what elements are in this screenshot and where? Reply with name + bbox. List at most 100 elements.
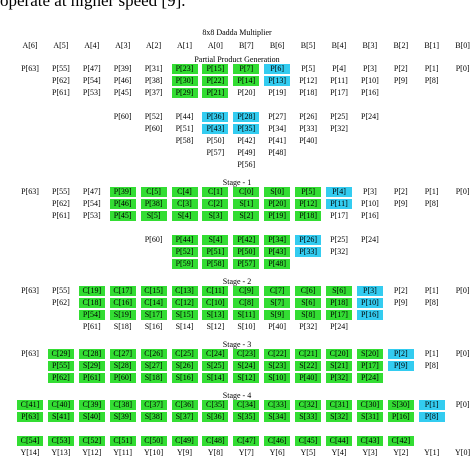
product-term: P[35] xyxy=(233,124,260,134)
product-term: S[0] xyxy=(264,187,291,197)
product-term: P[53] xyxy=(82,211,101,220)
product-term: P[54] xyxy=(78,310,105,320)
product-term: C[1] xyxy=(202,187,229,197)
product-term: P[42] xyxy=(233,235,260,245)
product-term: P[25] xyxy=(330,235,348,244)
product-term: Y[10] xyxy=(144,448,164,457)
product-term: P[33] xyxy=(299,124,317,133)
product-term: P[1] xyxy=(424,64,439,73)
column-header: A[1] xyxy=(176,41,193,50)
product-term: C[31] xyxy=(326,400,352,410)
product-term: P[38] xyxy=(144,76,163,85)
product-term: P[17] xyxy=(326,310,352,320)
column-header: A[0] xyxy=(207,41,223,50)
product-term: P[43] xyxy=(202,124,229,134)
product-term: P[9] xyxy=(393,199,408,208)
product-term: S[36] xyxy=(202,412,229,422)
product-term: P[40] xyxy=(299,136,317,145)
product-term: P[51] xyxy=(202,247,229,257)
product-term: P[24] xyxy=(361,235,379,244)
product-term: C[39] xyxy=(78,400,105,410)
product-term: P[57] xyxy=(206,148,225,157)
product-term: S[7] xyxy=(264,298,291,308)
product-term: P[16] xyxy=(387,412,414,422)
product-term: C[9] xyxy=(233,286,260,296)
product-term: P[18] xyxy=(299,88,317,97)
product-term: S[35] xyxy=(233,412,260,422)
product-term: P[63] xyxy=(17,412,43,422)
product-term: C[26] xyxy=(140,349,167,359)
product-term: P[61] xyxy=(78,373,105,383)
column-header: B[0] xyxy=(455,41,470,50)
product-term: C[14] xyxy=(140,298,167,308)
product-term: P[54] xyxy=(82,76,101,85)
product-term: P[28] xyxy=(233,112,260,122)
product-term: P[26] xyxy=(299,112,317,121)
product-term: P[62] xyxy=(52,76,70,85)
body-text: operate at higher speed [9]. xyxy=(0,0,186,10)
product-term: P[33] xyxy=(295,247,322,257)
product-term: Y[5] xyxy=(300,448,316,457)
product-term: P[56] xyxy=(237,160,256,169)
column-header: A[5] xyxy=(53,41,69,50)
product-term: S[14] xyxy=(175,322,194,331)
product-term: P[5] xyxy=(301,64,315,73)
product-term: C[30] xyxy=(356,400,383,410)
product-term: P[8] xyxy=(424,199,439,208)
product-term: S[5] xyxy=(140,211,167,221)
product-term: P[9] xyxy=(393,76,408,85)
product-term: C[17] xyxy=(109,286,136,296)
product-term: P[49] xyxy=(237,148,256,157)
product-term: P[54] xyxy=(82,199,101,208)
column-header: B[5] xyxy=(300,41,316,50)
product-term: P[60] xyxy=(113,112,132,121)
product-term: P[36] xyxy=(202,112,229,122)
product-term: C[21] xyxy=(295,349,322,359)
product-term: C[51] xyxy=(109,436,136,446)
product-term: P[62] xyxy=(52,298,70,307)
product-term: P[50] xyxy=(206,136,225,145)
product-term: C[44] xyxy=(326,436,352,446)
product-term: P[23] xyxy=(171,64,198,74)
product-term: S[31] xyxy=(356,412,383,422)
column-header: B[1] xyxy=(424,41,440,50)
product-term: P[8] xyxy=(424,361,439,370)
product-term: P[32] xyxy=(299,322,317,331)
figure-title: 8x8 Dadda Multiplier xyxy=(202,28,272,37)
product-term: P[60] xyxy=(144,235,163,244)
product-term: S[15] xyxy=(171,310,198,320)
product-term: P[17] xyxy=(330,88,348,97)
product-term: C[48] xyxy=(202,436,229,446)
product-term: P[62] xyxy=(52,199,70,208)
product-term: P[48] xyxy=(268,148,287,157)
product-term: Y[9] xyxy=(176,448,193,457)
column-header: A[3] xyxy=(115,41,131,50)
product-term: Y[4] xyxy=(331,448,347,457)
product-term: S[26] xyxy=(171,361,198,371)
product-term: P[3] xyxy=(363,64,377,73)
product-term: S[6] xyxy=(326,286,352,296)
product-term: C[3] xyxy=(171,199,198,209)
product-term: P[39] xyxy=(109,187,136,197)
column-header: B[7] xyxy=(238,41,254,50)
product-term: C[49] xyxy=(171,436,198,446)
column-header: A[2] xyxy=(146,41,162,50)
product-term: P[1] xyxy=(418,400,445,410)
product-term: P[34] xyxy=(264,235,291,245)
product-term: P[58] xyxy=(202,259,229,269)
product-term: C[6] xyxy=(295,286,322,296)
product-term: S[18] xyxy=(140,373,167,383)
column-header: A[4] xyxy=(84,41,100,50)
product-term: Y[14] xyxy=(20,448,40,457)
product-term: P[8] xyxy=(418,412,445,422)
product-term: S[27] xyxy=(140,361,167,371)
product-term: P[24] xyxy=(361,112,379,121)
product-term: Y[13] xyxy=(51,448,71,457)
product-term: P[42] xyxy=(237,136,256,145)
product-term: Y[7] xyxy=(238,448,254,457)
product-term: P[10] xyxy=(361,199,379,208)
product-term: C[22] xyxy=(264,349,291,359)
product-term: Y[12] xyxy=(82,448,102,457)
product-term: P[18] xyxy=(326,298,352,308)
product-term: S[10] xyxy=(237,322,256,331)
